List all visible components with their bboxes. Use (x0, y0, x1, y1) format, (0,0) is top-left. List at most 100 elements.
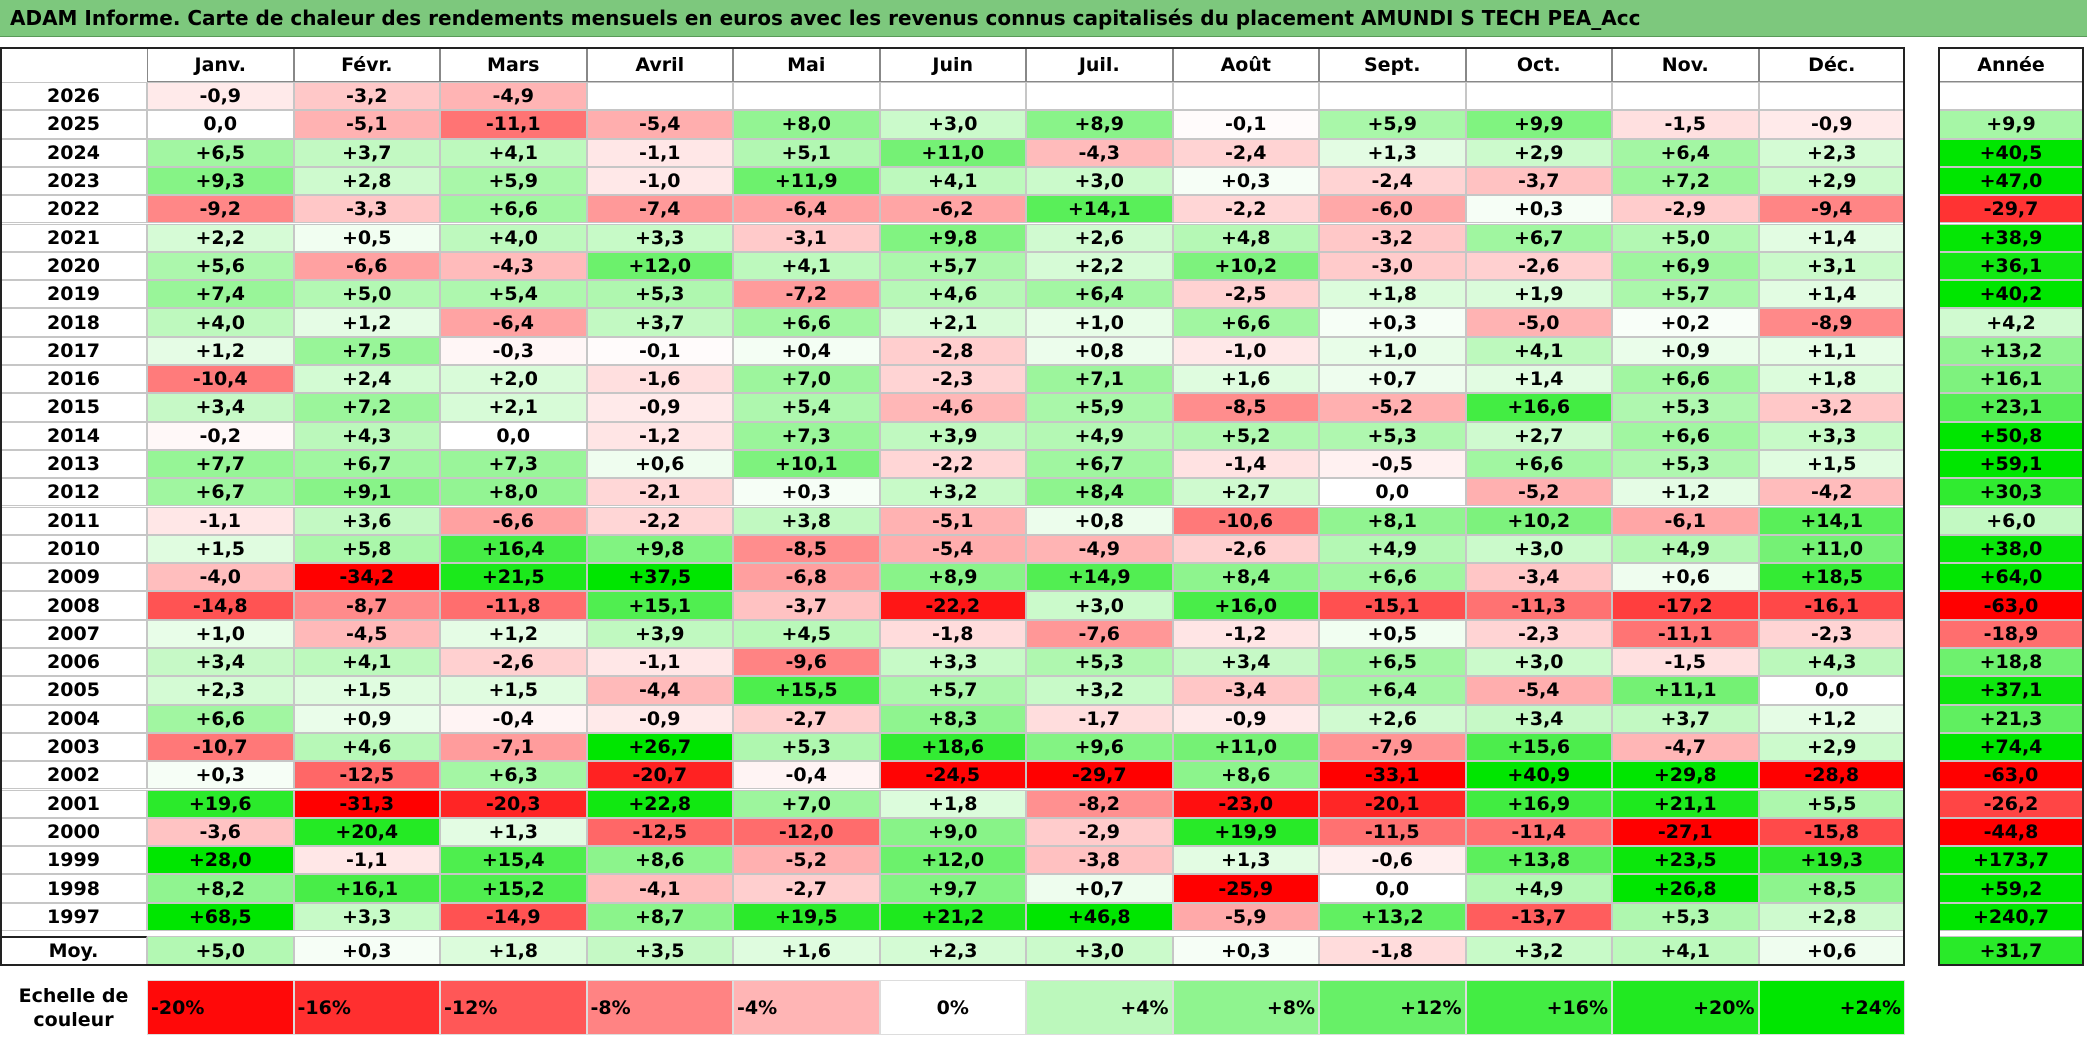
month-header: Févr. (293, 47, 440, 82)
heatmap-cell: +5,7 (879, 251, 1026, 281)
heatmap-cell: -5,9 (1172, 902, 1319, 931)
heatmap-cell: +22,8 (586, 789, 733, 818)
heatmap-cell-empty (1026, 82, 1173, 111)
annual-cell (1938, 82, 2084, 111)
heatmap-cell: -3,1 (733, 223, 880, 252)
heatmap-cell: +3,4 (1172, 648, 1319, 677)
heatmap-cell: +7,3 (733, 421, 880, 450)
annual-cell: -44,8 (1938, 817, 2084, 847)
heatmap-cell: +11,0 (1758, 534, 1905, 564)
heatmap-cell: +16,9 (1465, 789, 1612, 818)
heatmap-cell: -1,1 (586, 138, 733, 167)
color-scale-step: -8% (586, 980, 733, 1035)
heatmap-cell: +5,3 (1612, 449, 1759, 479)
row-year-label: 2013 (0, 449, 147, 479)
heatmap-cell: +3,6 (293, 506, 440, 535)
heatmap-cell: +1,3 (1319, 138, 1466, 167)
heatmap-cell: +13,2 (1319, 902, 1466, 931)
heatmap-cell: +0,7 (1319, 365, 1466, 394)
annual-cell: +23,1 (1938, 393, 2084, 422)
row-year-label: 2025 (0, 110, 147, 139)
heatmap-cell: -6,8 (733, 563, 880, 592)
heatmap-cell: +8,6 (586, 846, 733, 875)
annual-cell: +38,0 (1938, 534, 2084, 564)
heatmap-cell: -0,9 (147, 82, 294, 111)
heatmap-cell: +3,0 (1465, 534, 1612, 564)
heatmap-cell: -11,3 (1465, 591, 1612, 620)
heatmap-cell: -1,6 (586, 365, 733, 394)
heatmap-cell: +16,1 (293, 874, 440, 903)
heatmap-cell: +7,2 (293, 393, 440, 422)
annual-cell: +64,0 (1938, 563, 2084, 592)
heatmap-cell: +9,8 (586, 534, 733, 564)
heatmap-cell: +6,6 (1319, 563, 1466, 592)
heatmap-cell: -13,7 (1465, 902, 1612, 931)
heatmap-cell: -12,5 (586, 817, 733, 847)
heatmap-cell: -0,9 (1172, 704, 1319, 733)
heatmap-cell: -9,2 (147, 195, 294, 224)
annual-cell: +18,8 (1938, 648, 2084, 677)
heatmap-cell: +0,8 (1026, 506, 1173, 535)
heatmap-cell: +7,7 (147, 449, 294, 479)
heatmap-cell: +9,1 (293, 478, 440, 507)
annual-cell: -63,0 (1938, 761, 2084, 790)
average-cell: +0,3 (293, 936, 440, 966)
heatmap-cell: -2,4 (1172, 138, 1319, 167)
heatmap-cell: +0,9 (1612, 336, 1759, 365)
heatmap-cell: +8,3 (879, 704, 1026, 733)
heatmap-cell: +2,8 (1758, 902, 1905, 931)
row-year-label: 2005 (0, 676, 147, 705)
row-year-label: 1998 (0, 874, 147, 903)
heatmap-cell: -1,0 (1172, 336, 1319, 365)
heatmap-cell: +0,4 (733, 336, 880, 365)
heatmap-cell: +15,6 (1465, 732, 1612, 762)
heatmap-cell: -4,5 (293, 619, 440, 648)
heatmap-cell: -33,1 (1319, 761, 1466, 790)
average-cell: +1,6 (733, 936, 880, 966)
month-header: Sept. (1319, 47, 1466, 82)
heatmap-cell: +8,9 (1026, 110, 1173, 139)
heatmap-cell: +3,7 (293, 138, 440, 167)
row-year-label: 2012 (0, 478, 147, 507)
heatmap-cell: -4,9 (1026, 534, 1173, 564)
row-year-label: 2015 (0, 393, 147, 422)
color-scale-step: 0% (879, 980, 1026, 1035)
heatmap-cell: +6,3 (440, 761, 587, 790)
heatmap-cell: -0,4 (733, 761, 880, 790)
color-scale-step: -4% (733, 980, 880, 1035)
heatmap-cell: +3,9 (586, 619, 733, 648)
heatmap-cell: +8,9 (879, 563, 1026, 592)
heatmap-cell: +3,4 (147, 393, 294, 422)
heatmap-cell: +5,2 (1172, 421, 1319, 450)
row-year-label: 2016 (0, 365, 147, 394)
row-year-label: 2022 (0, 195, 147, 224)
heatmap-cell: +6,7 (1465, 223, 1612, 252)
heatmap-cell: -1,1 (147, 506, 294, 535)
heatmap-cell: -14,8 (147, 591, 294, 620)
annual-cell: +173,7 (1938, 846, 2084, 875)
color-scale-step: +12% (1319, 980, 1466, 1035)
heatmap-cell: -22,2 (879, 591, 1026, 620)
annual-cell: +9,9 (1938, 110, 2084, 139)
row-year-label: 2024 (0, 138, 147, 167)
row-year-label: 2004 (0, 704, 147, 733)
heatmap-cell: +6,6 (733, 308, 880, 337)
heatmap-cell: +2,1 (879, 308, 1026, 337)
heatmap-cell: +4,3 (293, 421, 440, 450)
heatmap-cell: +8,4 (1026, 478, 1173, 507)
heatmap-cell: +6,6 (1612, 365, 1759, 394)
average-cell: +3,5 (586, 936, 733, 966)
heatmap-cell-empty (1319, 82, 1466, 111)
heatmap-cell: +15,5 (733, 676, 880, 705)
heatmap-cell: +0,6 (586, 449, 733, 479)
heatmap-cell: -0,9 (586, 704, 733, 733)
heatmap-cell: +0,6 (1612, 563, 1759, 592)
annual-cell: +13,2 (1938, 336, 2084, 365)
heatmap-cell: +10,2 (1172, 251, 1319, 281)
heatmap-cell: +1,2 (440, 619, 587, 648)
heatmap-cell: -24,5 (879, 761, 1026, 790)
heatmap-cell: +8,2 (147, 874, 294, 903)
heatmap-cell: -27,1 (1612, 817, 1759, 847)
heatmap-cell: -5,2 (1465, 478, 1612, 507)
heatmap-cell: +6,7 (293, 449, 440, 479)
